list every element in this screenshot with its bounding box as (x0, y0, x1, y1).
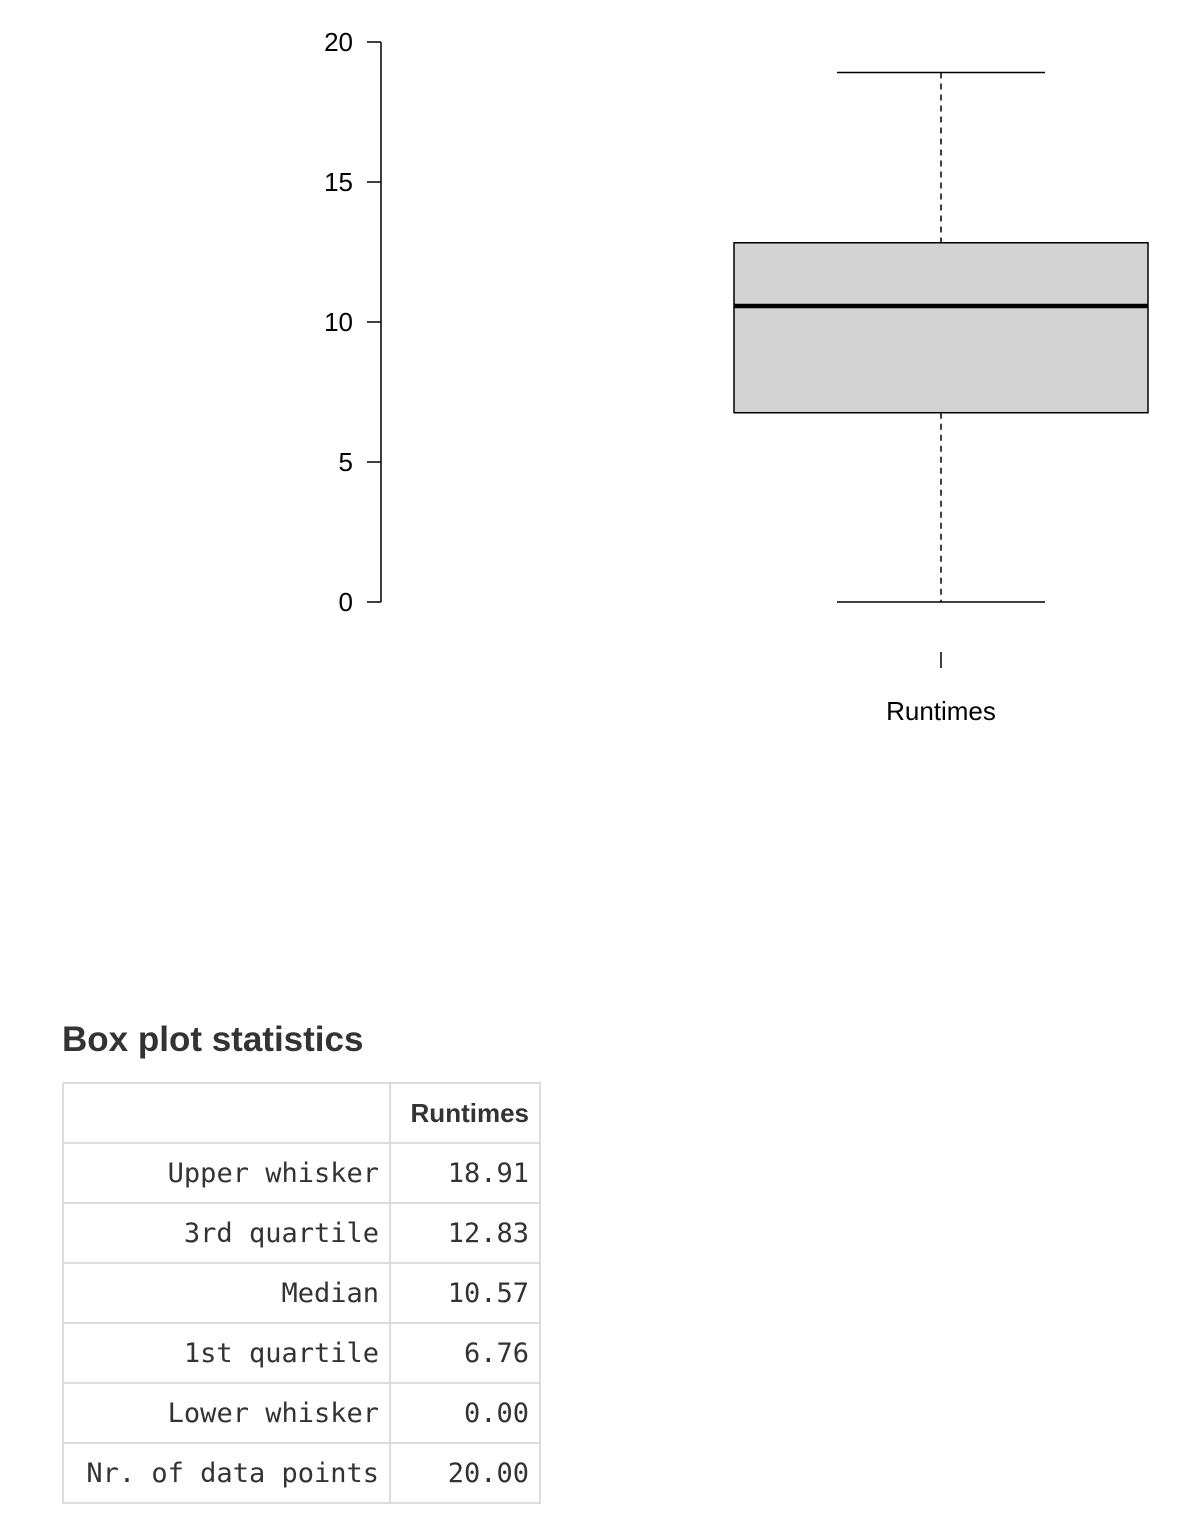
stat-value: 12.83 (389, 1202, 541, 1264)
stat-value: 20.00 (389, 1442, 541, 1504)
table-row: 1st quartile 6.76 (62, 1322, 541, 1384)
table-row: Upper whisker 18.91 (62, 1142, 541, 1204)
y-tick-label: 20 (324, 27, 353, 57)
stat-value: 10.57 (389, 1262, 541, 1324)
stat-label: Lower whisker (62, 1382, 391, 1444)
x-tick-label: Runtimes (886, 696, 996, 726)
stats-header-runtimes: Runtimes (389, 1082, 541, 1144)
stat-label: 1st quartile (62, 1322, 391, 1384)
y-tick-label: 10 (324, 307, 353, 337)
stat-value: 0.00 (389, 1382, 541, 1444)
stat-label: Upper whisker (62, 1142, 391, 1204)
iqr-box (733, 242, 1149, 414)
stats-header-row: Runtimes (62, 1082, 541, 1144)
table-row: 3rd quartile 12.83 (62, 1202, 541, 1264)
stat-label: 3rd quartile (62, 1202, 391, 1264)
table-row: Nr. of data points 20.00 (62, 1442, 541, 1504)
stat-value: 18.91 (389, 1142, 541, 1204)
stats-title: Box plot statistics (62, 1020, 364, 1059)
stat-label: Median (62, 1262, 391, 1324)
stats-table: Runtimes Upper whisker 18.91 3rd quartil… (62, 1082, 541, 1504)
table-row: Median 10.57 (62, 1262, 541, 1324)
y-tick-label: 15 (324, 167, 353, 197)
stats-header-empty (62, 1082, 391, 1144)
boxplot-chart: 0 5 10 15 20 Runtimes (324, 27, 1149, 726)
table-row: Lower whisker 0.00 (62, 1382, 541, 1444)
stat-value: 6.76 (389, 1322, 541, 1384)
stat-label: Nr. of data points (62, 1442, 391, 1504)
y-tick-label: 5 (339, 447, 353, 477)
y-tick-label: 0 (339, 587, 353, 617)
